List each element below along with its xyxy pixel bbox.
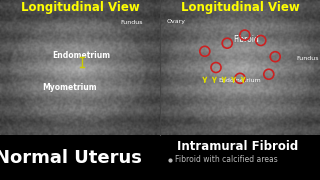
Text: Myometrium: Myometrium: [42, 84, 97, 93]
Text: Fibroid with calcified areas: Fibroid with calcified areas: [175, 156, 278, 165]
Text: Endometrium: Endometrium: [218, 78, 261, 82]
Text: Fibroid: Fibroid: [233, 35, 259, 44]
Text: Fundus: Fundus: [296, 55, 318, 60]
Text: Normal Uterus: Normal Uterus: [0, 149, 141, 167]
Text: Longitudinal View: Longitudinal View: [20, 1, 140, 15]
Text: Longitudinal View: Longitudinal View: [180, 1, 300, 15]
Text: Endometrium: Endometrium: [52, 51, 110, 60]
Text: Fundus: Fundus: [120, 19, 142, 24]
Text: Ovary: Ovary: [167, 19, 186, 24]
Text: Intramural Fibroid: Intramural Fibroid: [177, 141, 299, 154]
